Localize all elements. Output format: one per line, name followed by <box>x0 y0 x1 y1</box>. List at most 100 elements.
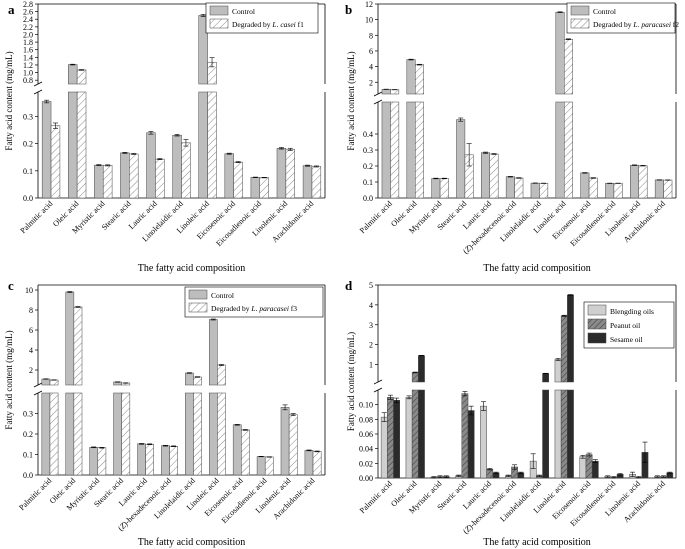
y-tick-label: 0.0 <box>23 194 33 203</box>
y-tick-label: 1.0 <box>23 69 33 78</box>
bar <box>89 446 99 476</box>
bar <box>380 412 388 479</box>
bar <box>663 179 673 199</box>
chart-panel-a: a 0.0 0.1 0.2 0.3 0.81.01.21.41.61.82.02.22.4… <box>4 0 326 274</box>
y-tick-label: 2.4 <box>23 15 33 24</box>
bar-segment-lower <box>185 392 194 476</box>
bar-segment-lower <box>542 389 549 479</box>
bar <box>97 447 107 476</box>
bar <box>224 152 234 199</box>
legend-label: Sesame oil <box>610 335 643 344</box>
bar-segment <box>259 177 269 199</box>
bar <box>480 401 487 479</box>
bar <box>616 473 624 479</box>
bar-segment <box>480 405 487 479</box>
bar-segment <box>102 165 113 199</box>
bar <box>264 456 274 476</box>
bar-segment-upper <box>73 306 83 386</box>
legend-swatch <box>188 302 208 313</box>
y-tick-label: 1.2 <box>23 61 33 70</box>
bar-segment <box>591 460 599 479</box>
bar-segment <box>312 451 322 476</box>
bar <box>185 372 194 476</box>
y-tick-label: 8 <box>29 306 33 315</box>
bar <box>161 444 170 476</box>
bar-segment-upper <box>68 64 78 85</box>
bar <box>76 69 87 199</box>
bar-segment <box>120 152 130 199</box>
bar-segment <box>387 397 394 479</box>
bar-segment-lower <box>564 101 573 199</box>
bar <box>172 134 182 199</box>
bar-segment <box>256 456 266 476</box>
y-axis-title: Fatty acid content (mg/mL) <box>4 51 14 150</box>
bar <box>591 459 599 479</box>
bar <box>241 429 250 476</box>
bar-segment-lower <box>418 389 425 479</box>
bar <box>517 471 525 479</box>
bar-segment <box>169 446 178 476</box>
bar-segment <box>241 429 250 476</box>
bar-segment <box>663 179 673 199</box>
bar <box>41 378 51 476</box>
y-tick-label: 0.2 <box>363 162 373 171</box>
bar <box>137 443 146 476</box>
y-tick-label: 0.3 <box>23 112 33 121</box>
bar-segment <box>276 148 287 199</box>
x-axis-title: The fatty acid composition <box>138 537 245 548</box>
legend-swatch <box>587 318 607 330</box>
bar-segment-upper <box>65 291 75 386</box>
bar <box>233 161 243 199</box>
panel-label: d <box>345 278 353 293</box>
bar-segment-lower <box>113 392 122 476</box>
y-tick-label: 0.0 <box>23 471 33 480</box>
bar-segment <box>311 166 322 199</box>
bar <box>489 153 499 199</box>
bar <box>94 164 104 199</box>
bar <box>654 179 664 199</box>
bar-segment <box>380 416 388 479</box>
bar-segment <box>613 183 623 199</box>
bar <box>430 476 438 479</box>
legend-swatch <box>209 5 229 16</box>
bar <box>68 63 78 199</box>
bar-segment-lower <box>73 392 83 476</box>
bar-segment <box>654 179 664 199</box>
bar <box>49 379 59 476</box>
bar-segment <box>514 177 524 199</box>
bar <box>280 404 290 476</box>
bar-segment <box>137 443 146 476</box>
bar-segment-lower <box>554 389 562 479</box>
bar <box>505 176 515 199</box>
bar <box>560 314 568 479</box>
legend-box <box>184 286 324 318</box>
legend-swatch <box>570 5 590 16</box>
bar-segment-lower <box>390 101 400 199</box>
y-tick-label: 2.2 <box>23 23 33 32</box>
bar-segment-upper <box>542 373 549 383</box>
bar <box>530 182 540 199</box>
bar-segment <box>224 153 234 199</box>
bar-segment <box>489 153 499 199</box>
bar <box>511 464 518 479</box>
y-tick-label: 0.8 <box>23 76 33 85</box>
bar <box>567 294 574 479</box>
bar <box>121 382 131 476</box>
bar <box>311 165 322 199</box>
legend-label: Degraded by L. paracasei f2 <box>593 20 679 29</box>
bar <box>415 63 424 199</box>
y-tick-label: 0.1 <box>363 178 373 187</box>
bar <box>514 177 524 199</box>
bar <box>539 182 549 199</box>
legend-label: Control <box>232 7 255 16</box>
bar-segment-upper <box>406 59 416 95</box>
bar-segment-upper <box>554 359 562 383</box>
y-tick-label: 10 <box>365 16 373 25</box>
bar-segment <box>588 177 598 199</box>
bar-segment <box>161 445 170 476</box>
y-tick-label: 0.0 <box>363 194 373 203</box>
bar-segment-lower <box>560 389 568 479</box>
y-tick-label: 0.4 <box>363 130 373 139</box>
bar <box>390 89 400 199</box>
